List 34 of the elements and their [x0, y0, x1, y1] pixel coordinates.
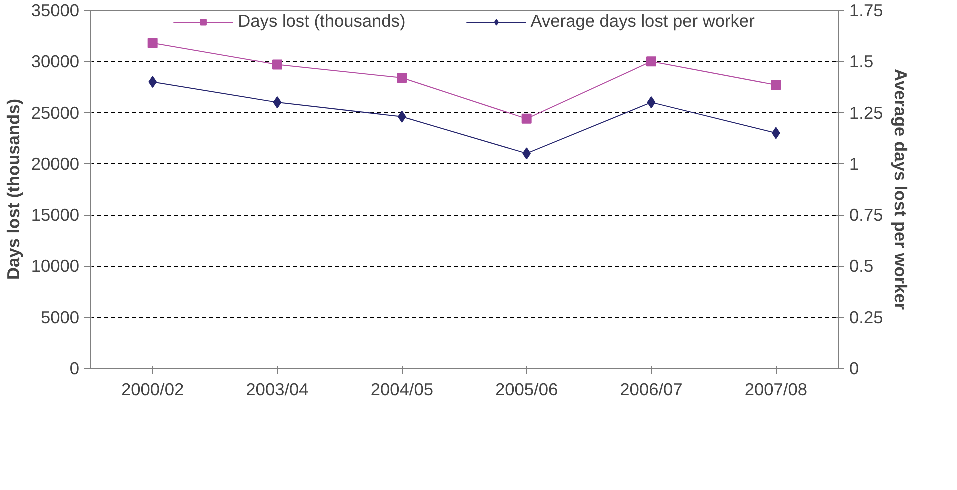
- y2-tick-label: 1.25: [850, 102, 884, 123]
- y-tick-label: 5000: [40, 307, 80, 328]
- y-tick-label: 35000: [31, 0, 80, 20]
- x-tick-label: 2000/02: [122, 380, 184, 400]
- point: [646, 56, 656, 67]
- point: [148, 38, 158, 48]
- x-tick-label: 2005/06: [496, 380, 558, 400]
- y2-axis-title: Average days lost per worker: [891, 68, 912, 310]
- y-tick-label: 10000: [31, 256, 80, 276]
- x-tick-label: 2003/04: [246, 380, 310, 400]
- y2-tick-label: 0.25: [850, 307, 884, 328]
- y-tick-label: 0: [70, 358, 80, 378]
- point: [397, 73, 408, 84]
- legend-label: Days lost (thousands): [238, 11, 406, 32]
- y2-tick-label: 0: [850, 358, 860, 378]
- y-tick-label: 25000: [31, 102, 80, 123]
- x-tick-label: 2006/07: [620, 380, 683, 400]
- y2-tick-label: 0.75: [850, 205, 884, 226]
- y2-tick-label: 1.75: [850, 0, 884, 20]
- y-tick-label: 30000: [31, 52, 80, 72]
- point: [522, 114, 532, 124]
- legend-label: Average days lost per worker: [530, 11, 755, 32]
- x-tick-label: 2007/08: [744, 380, 808, 400]
- y-axis-title: Days lost (thousands): [3, 98, 24, 280]
- point: [273, 96, 282, 109]
- y-tick-label: 20000: [31, 154, 80, 174]
- point: [272, 60, 282, 70]
- y2-tick-label: 1.5: [850, 52, 874, 72]
- y2-tick-label: 1: [850, 154, 860, 174]
- point: [647, 96, 656, 109]
- point: [771, 80, 782, 90]
- y-tick-label: 15000: [31, 205, 80, 226]
- x-tick-label: 2004/05: [370, 380, 434, 400]
- y2-tick-label: 0.5: [850, 256, 874, 276]
